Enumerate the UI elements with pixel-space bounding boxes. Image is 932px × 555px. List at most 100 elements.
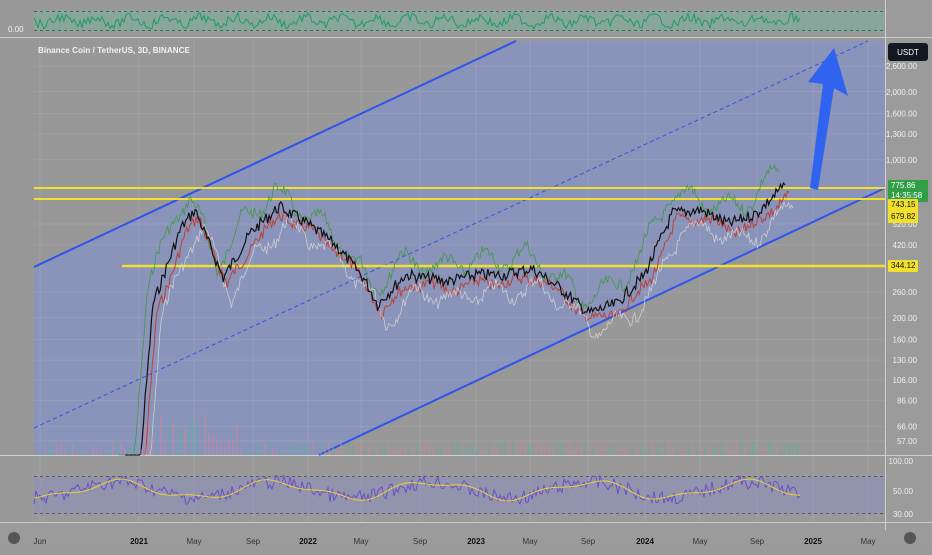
rsi-axis[interactable]: 100.00 50.00 30.00 — [889, 457, 914, 519]
volume-bar — [216, 437, 218, 455]
volume-bar — [304, 447, 306, 455]
volume-bar — [468, 444, 470, 455]
volume-bar — [356, 443, 358, 455]
volume-bar — [248, 448, 250, 455]
volume-bar — [52, 449, 54, 455]
volume-bar — [132, 445, 134, 455]
volume-bar — [388, 442, 390, 455]
settings-circle-icon[interactable] — [904, 532, 916, 544]
level-tag-2[interactable]: 679.82 — [888, 211, 919, 223]
volume-bar — [512, 441, 514, 455]
volume-bar — [384, 445, 386, 455]
volume-bar — [436, 445, 438, 455]
time-tick-label: May — [860, 537, 875, 546]
volume-bar — [128, 445, 130, 455]
volume-bar — [728, 450, 730, 455]
volume-bar — [124, 450, 126, 455]
volume-bar — [796, 442, 798, 455]
up-arrow-annotation[interactable] — [808, 48, 848, 190]
indicator-red-line — [129, 190, 790, 456]
last-price-value: 775.86 — [891, 181, 916, 190]
rsi-tick-label: 50.00 — [893, 487, 914, 496]
volume-bar — [308, 443, 310, 455]
price-tick-label: 86.00 — [897, 397, 918, 406]
volume-bar — [680, 449, 682, 455]
time-axis[interactable]: Jun 2021 May Sep 2022 May Sep 2023 May Sep 2024 May… — [34, 537, 876, 546]
volume-bar — [424, 440, 426, 455]
volume-bar — [700, 449, 702, 455]
volume-bar — [596, 445, 598, 455]
oscillator-band — [34, 10, 884, 32]
volume-bar — [76, 451, 78, 455]
volume-bar — [624, 444, 626, 455]
volume-bar — [168, 418, 170, 455]
volume-bar — [732, 443, 734, 455]
volume-bar — [692, 440, 694, 455]
volume-bar — [296, 445, 298, 455]
volume-bar — [208, 433, 210, 455]
rsi-band — [34, 476, 884, 514]
volume-bar — [192, 418, 194, 455]
volume-bar — [688, 445, 690, 455]
volume-bar — [92, 444, 94, 455]
volume-bar — [496, 450, 498, 455]
volume-bar — [752, 441, 754, 455]
price-tick-label: 2,000.00 — [886, 88, 918, 97]
volume-bar — [640, 446, 642, 455]
volume-bar — [576, 442, 578, 455]
level-tag-1[interactable]: 743.15 — [888, 199, 919, 211]
price-axis[interactable]: 2,600.00 2,000.00 1,600.00 1,300.00 1,000.00… — [886, 62, 918, 446]
volume-bar — [784, 446, 786, 455]
last-price-tag[interactable]: 775.86 14:35:58 — [888, 180, 928, 202]
volume-bar — [500, 444, 502, 455]
volume-bar — [660, 451, 662, 455]
volume-bar — [524, 441, 526, 455]
volume-bar — [792, 441, 794, 455]
volume-bar — [676, 450, 678, 455]
volume-bar — [744, 446, 746, 455]
indicator-light-line — [133, 200, 794, 456]
volume-bar — [684, 449, 686, 455]
volume-bar — [348, 442, 350, 455]
volume-bar — [328, 442, 330, 455]
volume-bar — [672, 445, 674, 455]
level-tag-3[interactable]: 344.12 — [888, 260, 919, 272]
volume-bar — [580, 446, 582, 455]
volume-bar — [396, 450, 398, 455]
volume-bar — [116, 441, 118, 455]
price-tick-label: 1,000.00 — [886, 156, 918, 165]
volume-bar — [540, 442, 542, 455]
volume-bar — [60, 441, 62, 455]
rsi-tick-label: 100.00 — [889, 457, 914, 466]
currency-button[interactable]: USDT — [888, 43, 928, 61]
channel-lower-line[interactable] — [318, 187, 886, 456]
volume-bar — [176, 438, 178, 455]
price-tick-label: 260.00 — [893, 288, 918, 297]
volume-bar — [768, 441, 770, 455]
volume-bar — [696, 446, 698, 455]
volume-bar — [464, 448, 466, 455]
settings-circle-icon[interactable] — [8, 532, 20, 544]
volume-bar — [312, 440, 314, 455]
volume-bar — [120, 443, 122, 455]
volume-bar — [188, 419, 190, 455]
volume-bar — [648, 446, 650, 455]
volume-bar — [72, 444, 74, 455]
channel-mid-line[interactable] — [33, 40, 869, 429]
volume-bar — [220, 442, 222, 455]
volume-bar — [480, 451, 482, 455]
channel-upper-line[interactable] — [33, 40, 517, 268]
volume-bar — [144, 425, 146, 455]
volume-bar — [592, 448, 594, 455]
volume-bar — [372, 449, 374, 455]
volume-bar — [340, 442, 342, 455]
volume-bar — [704, 446, 706, 455]
time-tick-label: May — [186, 537, 201, 546]
volume-bar — [180, 429, 182, 455]
volume-bar — [716, 450, 718, 455]
volume-bar — [344, 450, 346, 455]
volume-bar — [364, 450, 366, 455]
oscillator-value: 0.00 — [8, 25, 24, 34]
volume-bar — [252, 451, 254, 455]
